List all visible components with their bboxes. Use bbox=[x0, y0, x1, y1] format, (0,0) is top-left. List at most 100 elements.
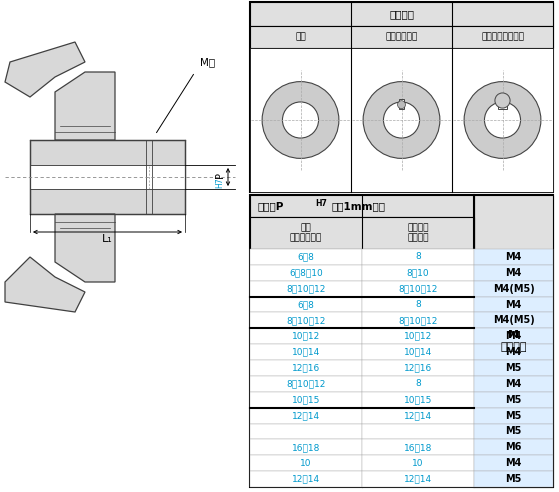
Text: M5: M5 bbox=[505, 474, 522, 484]
Polygon shape bbox=[55, 72, 115, 140]
Bar bbox=[250, 344, 362, 360]
Text: 8: 8 bbox=[415, 379, 421, 388]
Text: 12～14: 12～14 bbox=[292, 411, 320, 420]
Text: 丸稴: 丸稴 bbox=[295, 32, 306, 41]
Bar bbox=[30, 165, 185, 189]
Bar bbox=[474, 281, 553, 297]
Text: 10～15: 10～15 bbox=[404, 395, 432, 404]
Text: 6・8: 6・8 bbox=[297, 300, 314, 309]
Text: 丸穴
丸穴＋タップ: 丸穴 丸穴＋タップ bbox=[290, 223, 322, 243]
Bar bbox=[250, 408, 362, 424]
Bar bbox=[250, 195, 474, 217]
Text: 軸稴仕様: 軸稴仕様 bbox=[389, 9, 414, 19]
Text: M5: M5 bbox=[505, 395, 522, 405]
Bar bbox=[362, 424, 474, 439]
Text: 6・8: 6・8 bbox=[297, 252, 314, 261]
Bar bbox=[474, 249, 553, 265]
Circle shape bbox=[262, 82, 339, 158]
Bar bbox=[362, 265, 474, 281]
Text: 丸稴＋タップ: 丸稴＋タップ bbox=[385, 32, 418, 41]
Bar bbox=[474, 408, 553, 424]
Bar bbox=[362, 344, 474, 360]
Text: P: P bbox=[215, 172, 225, 178]
Bar bbox=[250, 312, 362, 328]
Bar bbox=[362, 455, 474, 471]
Text: M4: M4 bbox=[505, 300, 522, 309]
Bar bbox=[474, 297, 553, 312]
Text: 10～14: 10～14 bbox=[404, 348, 432, 357]
Text: 16～18: 16～18 bbox=[404, 443, 432, 452]
Bar bbox=[399, 99, 404, 109]
Bar bbox=[498, 100, 508, 109]
Text: M6: M6 bbox=[505, 442, 522, 452]
Bar bbox=[474, 455, 553, 471]
Polygon shape bbox=[5, 257, 85, 312]
Text: 指定1mm単位: 指定1mm単位 bbox=[332, 201, 386, 211]
Bar bbox=[250, 249, 362, 265]
Bar bbox=[362, 392, 474, 408]
Bar bbox=[362, 376, 474, 392]
Bar bbox=[250, 439, 362, 455]
Text: 8・10: 8・10 bbox=[407, 268, 429, 277]
Bar bbox=[250, 2, 553, 192]
Text: 16～18: 16～18 bbox=[292, 443, 320, 452]
Circle shape bbox=[282, 102, 319, 138]
Bar bbox=[250, 217, 474, 249]
Text: M5: M5 bbox=[505, 363, 522, 373]
Bar bbox=[362, 312, 474, 328]
Text: M5: M5 bbox=[505, 411, 522, 421]
Text: 10: 10 bbox=[300, 459, 312, 468]
Text: 軸穴径P: 軸穴径P bbox=[258, 201, 285, 211]
Text: L₁: L₁ bbox=[102, 234, 113, 244]
Text: キー溝穴
＋タップ: キー溝穴 ＋タップ bbox=[408, 223, 429, 243]
Bar bbox=[250, 328, 362, 344]
Text: 12～14: 12～14 bbox=[404, 475, 432, 484]
Text: 10・12: 10・12 bbox=[404, 332, 432, 341]
Bar bbox=[250, 471, 362, 487]
Text: 8: 8 bbox=[415, 252, 421, 261]
Circle shape bbox=[363, 82, 440, 158]
Text: 10: 10 bbox=[412, 459, 424, 468]
Text: 8: 8 bbox=[415, 300, 421, 309]
Bar bbox=[474, 265, 553, 281]
Bar bbox=[362, 360, 474, 376]
Bar bbox=[362, 439, 474, 455]
Text: 10～14: 10～14 bbox=[292, 348, 320, 357]
Circle shape bbox=[485, 102, 520, 138]
Bar bbox=[250, 297, 362, 312]
Bar bbox=[250, 2, 553, 26]
Bar bbox=[30, 140, 185, 214]
Polygon shape bbox=[5, 42, 85, 97]
Bar bbox=[474, 424, 553, 439]
Text: 8・10・12: 8・10・12 bbox=[399, 284, 438, 293]
Bar bbox=[474, 344, 553, 360]
Text: M4(M5): M4(M5) bbox=[492, 315, 534, 325]
Bar bbox=[250, 376, 362, 392]
Bar bbox=[362, 408, 474, 424]
Bar bbox=[250, 392, 362, 408]
Text: M4(M5): M4(M5) bbox=[492, 284, 534, 294]
Bar bbox=[362, 471, 474, 487]
Text: M4: M4 bbox=[505, 379, 522, 389]
Bar bbox=[250, 455, 362, 471]
Text: M4: M4 bbox=[505, 458, 522, 468]
Text: 12～16: 12～16 bbox=[404, 364, 432, 372]
Bar bbox=[474, 376, 553, 392]
Bar bbox=[474, 439, 553, 455]
Bar bbox=[351, 48, 452, 192]
Bar bbox=[362, 328, 474, 344]
Text: M4: M4 bbox=[505, 331, 522, 341]
Text: M
（並目）: M （並目） bbox=[500, 330, 527, 352]
Polygon shape bbox=[55, 214, 115, 282]
Bar bbox=[362, 281, 474, 297]
Circle shape bbox=[397, 101, 405, 109]
Bar bbox=[474, 360, 553, 376]
Bar bbox=[250, 195, 553, 487]
Bar bbox=[250, 281, 362, 297]
Text: M4: M4 bbox=[505, 252, 522, 262]
Text: M4: M4 bbox=[505, 347, 522, 357]
Text: M＊: M＊ bbox=[200, 57, 215, 67]
Bar bbox=[250, 360, 362, 376]
Bar bbox=[250, 265, 362, 281]
Bar bbox=[362, 249, 474, 265]
